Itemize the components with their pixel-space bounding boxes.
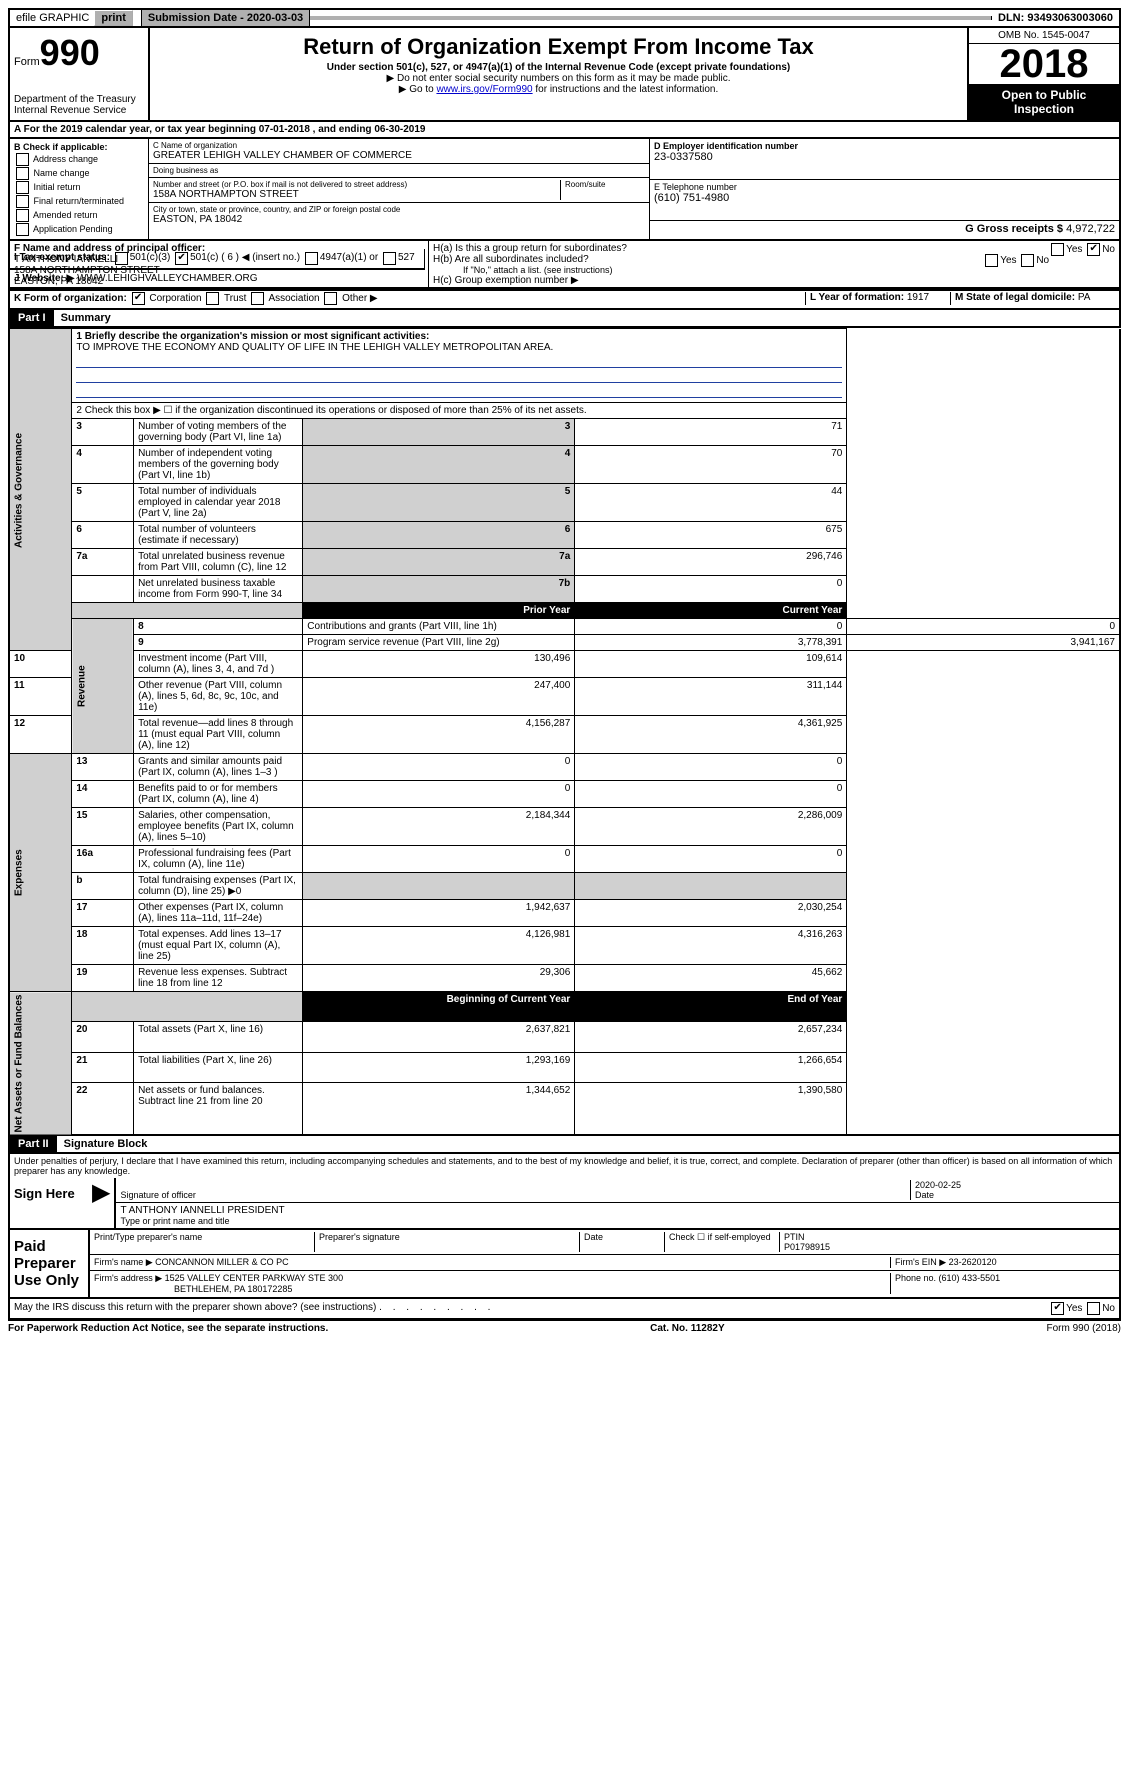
- part-2-header: Part II Signature Block: [8, 1136, 1121, 1154]
- sign-here-block: Sign Here ▶ Signature of officer2020-02-…: [8, 1178, 1121, 1230]
- box-klm: K Form of organization: Corporation Trus…: [8, 289, 1121, 310]
- spacer: [310, 16, 992, 20]
- title-cell: Return of Organization Exempt From Incom…: [150, 28, 967, 120]
- gov-row: 4Number of independent voting members of…: [9, 446, 1120, 484]
- box-i: I Tax-exempt status: 501(c)(3) 501(c) ( …: [8, 249, 425, 270]
- box-b: B Check if applicable: Address change Na…: [10, 139, 149, 239]
- box-h: H(a) Is this a group return for subordin…: [429, 241, 1119, 289]
- dln: DLN: 93493063003060: [992, 10, 1119, 26]
- footer: For Paperwork Reduction Act Notice, see …: [8, 1320, 1121, 1336]
- section-a: A For the 2019 calendar year, or tax yea…: [8, 122, 1121, 139]
- summary-table: Activities & Governance 1 Briefly descri…: [8, 328, 1121, 1136]
- gov-row: 5Total number of individuals employed in…: [9, 484, 1120, 522]
- department: Department of the Treasury Internal Reve…: [14, 94, 144, 116]
- submission-date: Submission Date - 2020-03-03: [142, 10, 310, 26]
- entity-grid: B Check if applicable: Address change Na…: [8, 139, 1121, 241]
- gov-row: 6Total number of volunteers (estimate if…: [9, 522, 1120, 549]
- form-title: Return of Organization Exempt From Incom…: [158, 34, 959, 60]
- irs-link[interactable]: www.irs.gov/Form990: [436, 84, 532, 95]
- top-bar: efile GRAPHIC print Submission Date - 20…: [8, 8, 1121, 28]
- efile-label: efile GRAPHIC print: [10, 10, 142, 26]
- gov-row: 7aTotal unrelated business revenue from …: [9, 549, 1120, 576]
- paid-preparer-block: Paid Preparer Use Only Print/Type prepar…: [8, 1230, 1121, 1299]
- penalty-text: Under penalties of perjury, I declare th…: [8, 1154, 1121, 1178]
- header-row: Form990 Department of the Treasury Inter…: [8, 28, 1121, 122]
- print-button[interactable]: print: [94, 10, 132, 26]
- gov-row: Net unrelated business taxable income fr…: [9, 576, 1120, 603]
- gov-row: 3Number of voting members of the governi…: [9, 419, 1120, 446]
- year-cell: OMB No. 1545-0047 2018 Open to Public In…: [967, 28, 1119, 120]
- box-c: C Name of organizationGREATER LEHIGH VAL…: [149, 139, 650, 239]
- box-right: D Employer identification number23-03375…: [650, 139, 1119, 239]
- discuss-row: May the IRS discuss this return with the…: [8, 1299, 1121, 1320]
- form-number-cell: Form990 Department of the Treasury Inter…: [10, 28, 150, 120]
- part-1-header: Part I Summary: [8, 310, 1121, 328]
